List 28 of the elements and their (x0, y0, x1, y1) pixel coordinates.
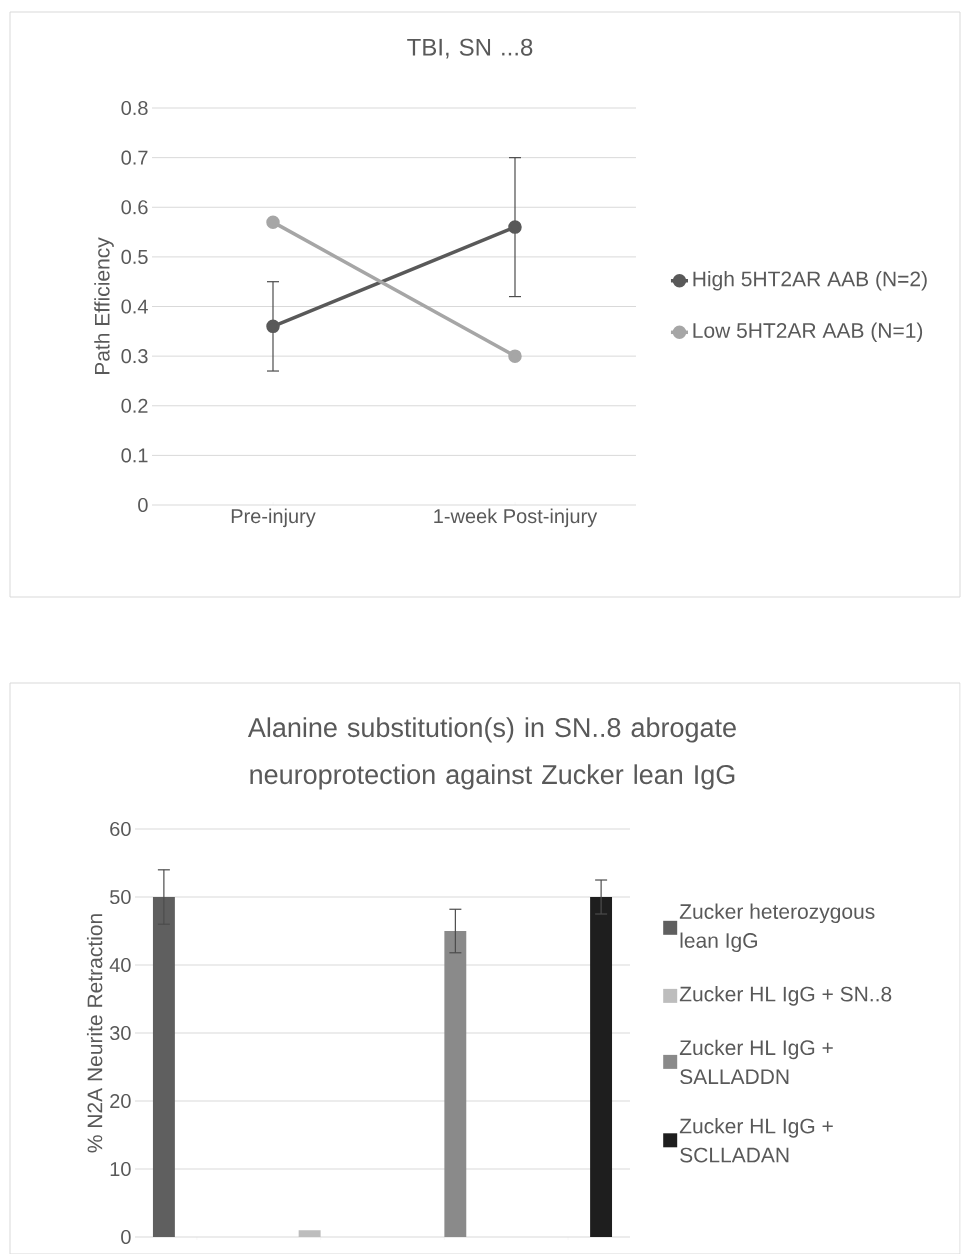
y-tick-label: 0.1 (121, 448, 148, 463)
y-tick-label: 40 (109, 957, 131, 973)
chart-title: TBI, SN ...8 (407, 38, 533, 59)
y-axis-title: % N2A Neurite Retraction (86, 914, 103, 1153)
legend-label: Zucker HL IgG + SALLADDN (679, 1039, 833, 1085)
legend-label: Zucker heterozygous lean IgG (679, 903, 875, 953)
y-tick-label: 0.4 (121, 299, 148, 314)
legend-label: Zucker HL IgG + SN..8 (679, 986, 892, 1006)
y-tick-label: 20 (110, 1093, 131, 1109)
y-tick-label: 60 (110, 821, 131, 837)
y-tick-label: 0.7 (121, 150, 148, 165)
x-tick-label: 1-week Post-injury (434, 508, 598, 528)
legend-label: Zucker HL IgG + SCLLADAN (679, 1118, 833, 1163)
y-tick-label: 10 (110, 1161, 131, 1177)
legend-label: Low 5HT2AR AAB (N=1) (693, 322, 923, 343)
chart-title: Alanine substitution(s) in SN..8 abrogate neuroprotection against Zucker lean IgG (247, 717, 736, 790)
y-tick-label: 30 (109, 1025, 131, 1041)
y-tick-label: 50 (110, 889, 131, 905)
y-tick-label: 0.2 (121, 398, 148, 413)
x-tick-label: Pre-injury (231, 508, 316, 528)
y-tick-label: 0 (121, 1229, 131, 1245)
y-tick-label: 0.5 (121, 249, 148, 264)
y-tick-label: 0.6 (121, 200, 148, 215)
legend-label: High 5HT2AR AAB (N=2) (693, 270, 927, 291)
y-tick-label: 0 (138, 497, 148, 513)
y-tick-label: 0.8 (121, 100, 148, 116)
y-tick-label: 0.3 (121, 349, 148, 364)
y-axis-title: Path Efficiency (94, 237, 114, 375)
